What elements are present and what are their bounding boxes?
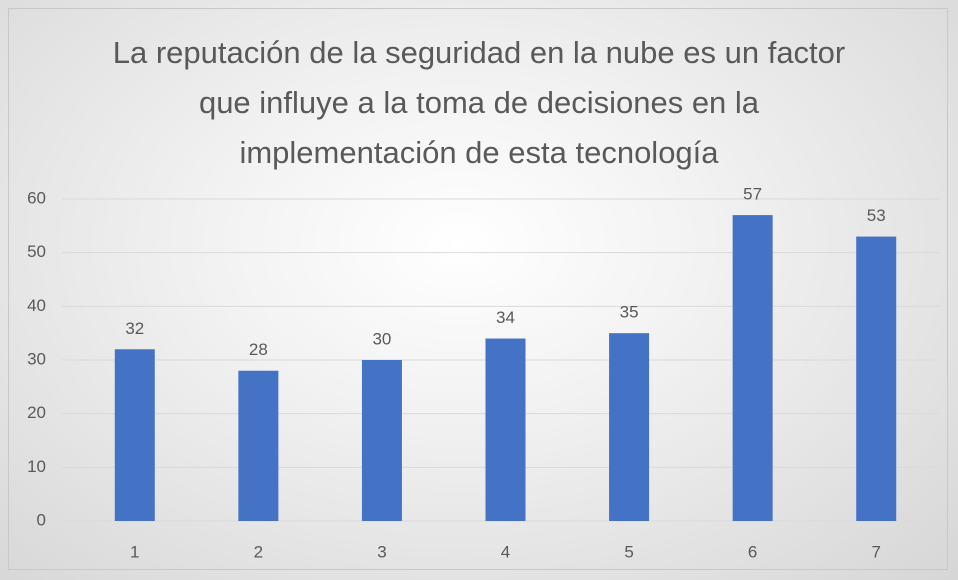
bar (238, 370, 279, 521)
y-tick-label: 30 (27, 349, 46, 368)
data-label: 57 (743, 185, 762, 204)
data-label: 28 (249, 340, 268, 359)
x-tick-label: 5 (624, 542, 633, 561)
y-tick-label: 60 (27, 188, 46, 207)
y-tick-label: 20 (27, 403, 46, 422)
x-tick-label: 7 (871, 542, 880, 561)
x-tick-label: 4 (501, 542, 510, 561)
y-tick-label: 10 (27, 457, 46, 476)
bar (609, 333, 650, 521)
bar (485, 338, 526, 521)
y-tick-label: 50 (27, 242, 46, 261)
chart-border (8, 8, 948, 570)
data-label: 30 (372, 329, 391, 348)
bar (361, 360, 402, 521)
bar (114, 349, 155, 521)
x-tick-label: 3 (377, 542, 386, 561)
bar (732, 215, 773, 521)
data-label: 35 (620, 303, 639, 322)
chart-title: La reputación de la seguridad en la nube… (112, 35, 846, 170)
y-tick-label: 40 (27, 296, 46, 315)
data-label: 32 (125, 319, 144, 338)
bar (856, 236, 897, 522)
y-tick-label: 0 (37, 510, 46, 529)
data-label: 34 (496, 308, 515, 327)
x-tick-label: 1 (130, 542, 139, 561)
x-tick-label: 6 (748, 542, 757, 561)
x-tick-label: 2 (254, 542, 263, 561)
data-label: 53 (867, 206, 886, 225)
